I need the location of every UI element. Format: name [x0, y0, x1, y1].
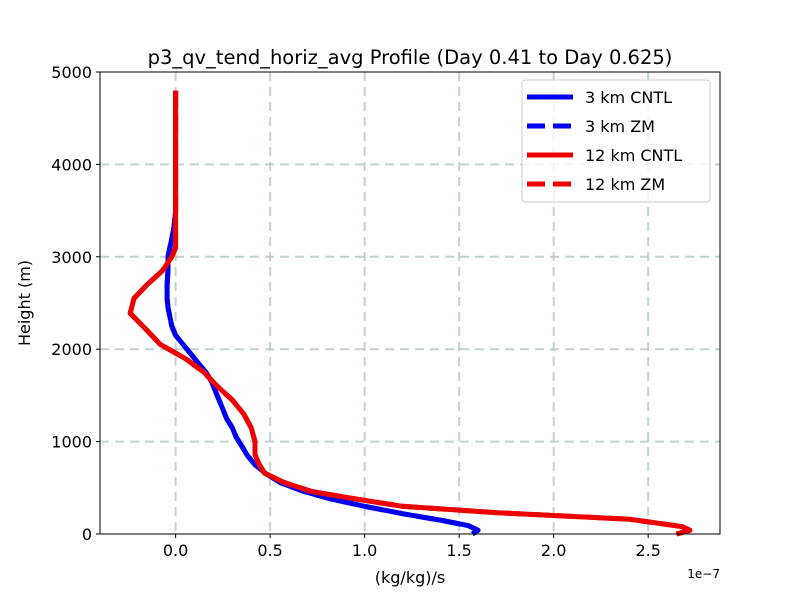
x-axis-offset-label: 1e−7	[687, 567, 720, 581]
x-axis-ticks: 0.0 0.5 1.0 1.5 2.0 2.5	[163, 534, 661, 560]
y-axis-label: Height (m)	[15, 260, 34, 346]
legend-box	[521, 79, 711, 203]
legend: 3 km CNTL 3 km ZM 12 km CNTL 12 km ZM	[521, 79, 711, 203]
chart-title: p3_qv_tend_horiz_avg Profile (Day 0.41 t…	[148, 46, 673, 69]
x-tick-label: 2.5	[635, 541, 660, 560]
legend-label-2: 12 km CNTL	[585, 146, 682, 165]
plot-frame	[99, 71, 721, 535]
y-tick-label: 5000	[51, 63, 92, 82]
y-tick-label: 4000	[51, 155, 92, 174]
legend-label-1: 3 km ZM	[585, 117, 655, 136]
x-tick-label: 1.5	[446, 541, 471, 560]
y-tick-label: 0	[82, 525, 92, 544]
x-tick-label: 0.5	[257, 541, 282, 560]
y-tick-label: 1000	[51, 433, 92, 452]
y-tick-label: 2000	[51, 340, 92, 359]
x-axis-label: (kg/kg)/s	[375, 568, 445, 587]
series-lines	[127, 90, 693, 537]
y-axis-ticks: 0 1000 2000 3000 4000 5000	[51, 63, 100, 544]
y-tick-label: 3000	[51, 248, 92, 267]
x-tick-label: 2.0	[541, 541, 566, 560]
legend-label-0: 3 km CNTL	[585, 88, 672, 107]
x-tick-label: 1.0	[352, 541, 377, 560]
x-tick-label: 0.0	[163, 541, 188, 560]
legend-label-3: 12 km ZM	[585, 175, 665, 194]
series-line-3	[127, 90, 693, 537]
